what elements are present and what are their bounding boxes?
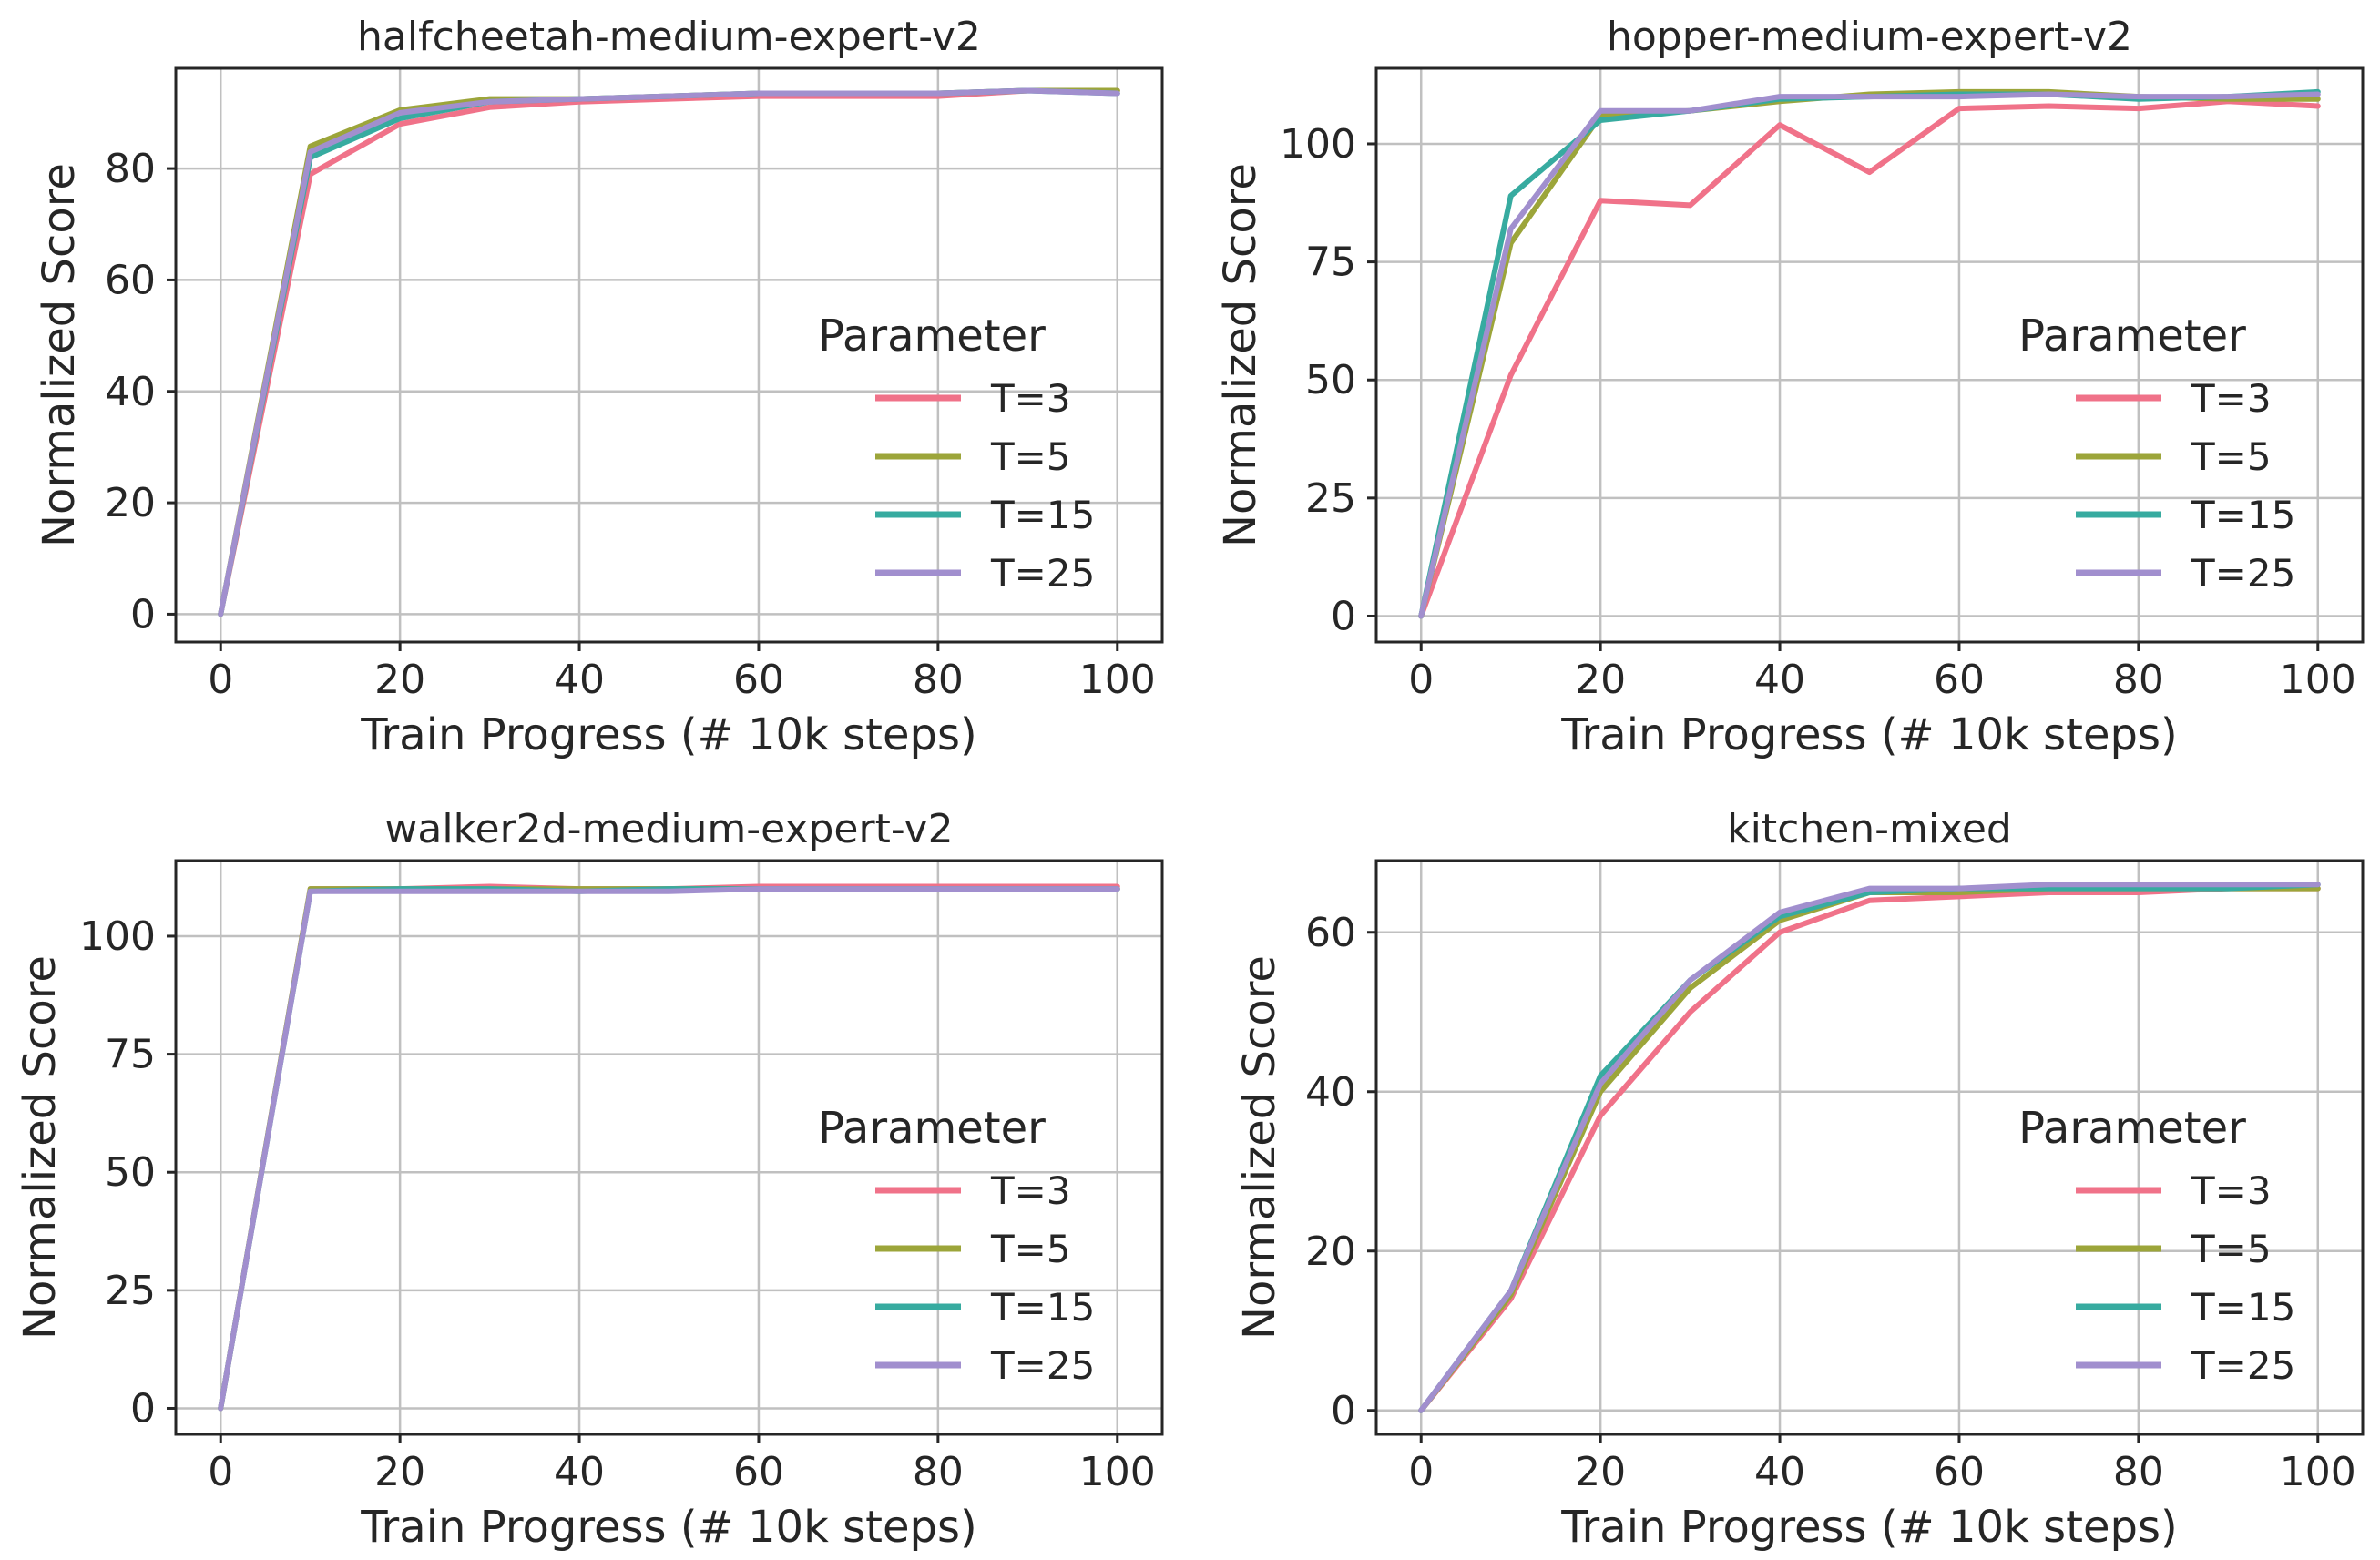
series-line-t25 — [1418, 91, 2321, 619]
x-tick-label: 40 — [554, 657, 605, 703]
y-tick-label: 100 — [1280, 121, 1356, 168]
x-axis-label: Train Progress (# 10k steps) — [1560, 1502, 2177, 1553]
y-axis-label: Normalized Score — [15, 955, 66, 1340]
legend-label: T=5 — [990, 434, 1071, 479]
chart-2: 0 20 40 60 80 100 0 25 50 75 100 walker2d-medium-ex… — [15, 806, 1164, 1553]
legend-label: T=25 — [2191, 1343, 2295, 1388]
y-tick-label: 40 — [105, 369, 156, 415]
x-tick-label: 80 — [2113, 657, 2164, 703]
plot-frame — [174, 859, 1164, 1436]
y-tick-label: 0 — [1331, 1388, 1356, 1434]
x-tick-label: 60 — [1934, 1449, 1985, 1495]
plot-frame — [1374, 66, 2365, 644]
x-tick-label: 100 — [1079, 657, 1156, 703]
x-tick-label: 0 — [208, 1449, 233, 1495]
y-axis-label: Normalized Score — [34, 163, 85, 547]
x-axis-label: Train Progress (# 10k steps) — [360, 709, 976, 760]
x-tick-label: 20 — [374, 657, 425, 703]
y-tick-label: 60 — [105, 257, 156, 303]
x-tick-label: 0 — [1408, 657, 1434, 703]
legend-label: T=15 — [990, 493, 1095, 537]
legend-label: T=3 — [2191, 1168, 2272, 1213]
x-tick-label: 0 — [1408, 1449, 1434, 1495]
y-tick-label: 0 — [130, 591, 156, 637]
x-tick-label: 20 — [1575, 657, 1626, 703]
legend-title: Parameter — [2018, 1103, 2246, 1154]
series-line-t25 — [218, 87, 1120, 617]
legend-title: Parameter — [2018, 311, 2246, 362]
y-tick-label: 0 — [130, 1385, 156, 1432]
x-tick-label: 100 — [2280, 1449, 2356, 1495]
x-tick-label: 80 — [913, 1449, 964, 1495]
y-tick-label: 50 — [1305, 357, 1356, 403]
chart-title: halfcheetah-medium-expert-v2 — [357, 14, 981, 60]
plot-frame — [1374, 859, 2365, 1436]
legend-label: T=3 — [2191, 376, 2272, 421]
chart-3: 0 20 40 60 80 100 0 20 40 60 kitchen-mixed Train Pr… — [1234, 806, 2365, 1553]
legend: Parameter T=3 T=5 T=15 T=25 — [2018, 311, 2295, 596]
x-tick-label: 60 — [1934, 657, 1985, 703]
legend-label: T=15 — [2191, 493, 2295, 537]
chart-1: 0 20 40 60 80 100 0 25 50 75 100 hopper-medium-expe… — [1215, 14, 2365, 760]
legend-title: Parameter — [818, 311, 1046, 362]
x-tick-label: 80 — [2113, 1449, 2164, 1495]
legend-title: Parameter — [818, 1103, 1046, 1154]
chart-0: 0 20 40 60 80 100 0 20 40 60 80 halfcheetah-medium-… — [34, 14, 1164, 760]
x-axis-label: Train Progress (# 10k steps) — [360, 1502, 976, 1553]
legend: Parameter T=3 T=5 T=15 T=25 — [818, 1103, 1095, 1388]
x-tick-label: 20 — [374, 1449, 425, 1495]
legend-label: T=25 — [2191, 551, 2295, 596]
legend: Parameter T=3 T=5 T=15 T=25 — [818, 311, 1095, 596]
y-tick-label: 50 — [105, 1149, 156, 1196]
x-tick-label: 40 — [1754, 1449, 1805, 1495]
chart-title: walker2d-medium-expert-v2 — [384, 806, 953, 852]
y-tick-label: 75 — [105, 1032, 156, 1078]
x-tick-label: 80 — [913, 657, 964, 703]
legend-label: T=3 — [990, 1168, 1071, 1213]
y-axis-label: Normalized Score — [1234, 955, 1285, 1340]
plot-frame — [174, 66, 1164, 644]
y-tick-label: 20 — [1305, 1229, 1356, 1275]
y-tick-label: 0 — [1331, 593, 1356, 639]
y-tick-label: 80 — [105, 146, 156, 192]
y-tick-label: 75 — [1305, 240, 1356, 286]
x-tick-label: 0 — [208, 657, 233, 703]
y-tick-label: 25 — [1305, 475, 1356, 522]
x-tick-label: 20 — [1575, 1449, 1626, 1495]
x-axis-label: Train Progress (# 10k steps) — [1560, 709, 2177, 760]
x-tick-label: 100 — [2280, 657, 2356, 703]
x-tick-label: 100 — [1079, 1449, 1156, 1495]
legend: Parameter T=3 T=5 T=15 T=25 — [2018, 1103, 2295, 1388]
series-line-t25 — [1418, 882, 2321, 1413]
x-tick-label: 40 — [1754, 657, 1805, 703]
y-tick-label: 40 — [1305, 1069, 1356, 1116]
legend-label: T=15 — [2191, 1285, 2295, 1330]
y-axis-label: Normalized Score — [1215, 163, 1266, 547]
legend-label: T=5 — [990, 1227, 1071, 1271]
chart-title: kitchen-mixed — [1727, 806, 2012, 852]
y-tick-label: 60 — [1305, 910, 1356, 956]
chart-title: hopper-medium-expert-v2 — [1607, 14, 2132, 60]
x-tick-label: 40 — [554, 1449, 605, 1495]
legend-label: T=25 — [990, 1343, 1095, 1388]
x-tick-label: 60 — [733, 657, 784, 703]
y-tick-label: 20 — [105, 480, 156, 526]
series-line-t3 — [1418, 98, 2321, 619]
y-tick-label: 25 — [105, 1268, 156, 1314]
legend-label: T=25 — [990, 551, 1095, 596]
legend-label: T=3 — [990, 376, 1071, 421]
legend-label: T=5 — [2191, 1227, 2272, 1271]
x-tick-label: 60 — [733, 1449, 784, 1495]
legend-label: T=15 — [990, 1285, 1095, 1330]
series-line-t25 — [218, 886, 1120, 1412]
legend-label: T=5 — [2191, 434, 2272, 479]
y-tick-label: 100 — [79, 913, 156, 960]
